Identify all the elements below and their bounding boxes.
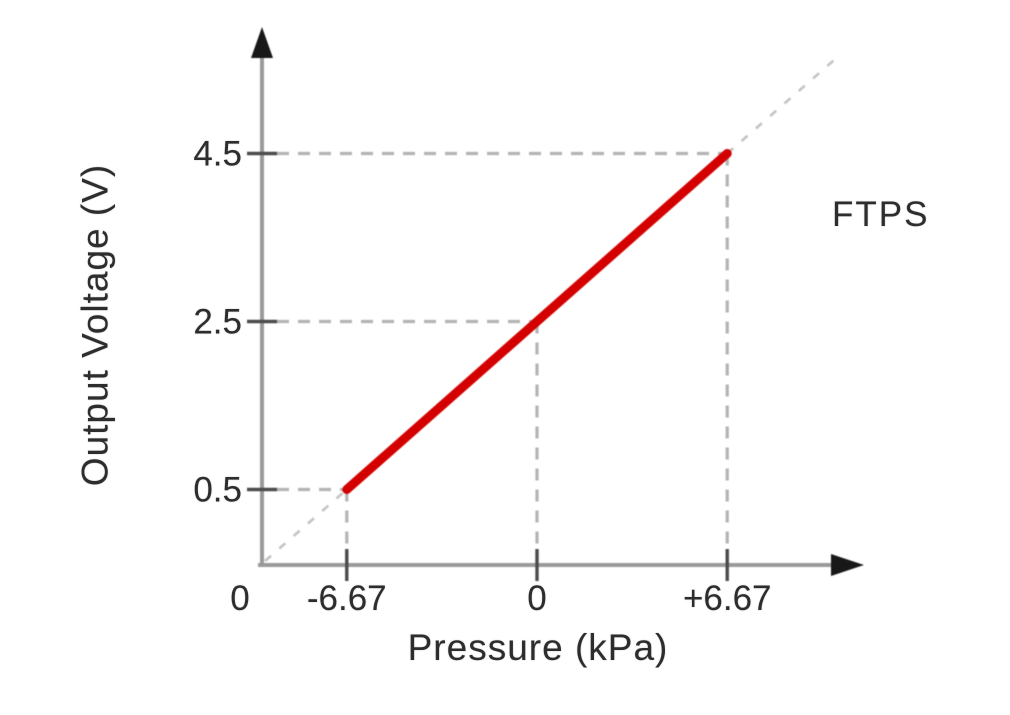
y-tick-label-0-5: 0.5: [193, 470, 242, 509]
y-axis-title: Output Voltage (V): [74, 163, 116, 487]
x-axis-title: Pressure (kPa): [407, 627, 669, 668]
y-tick-label-4-5: 4.5: [193, 134, 242, 173]
y-tick-label-2-5: 2.5: [193, 302, 242, 341]
x-tick-label-pos-6-67: +6.67: [682, 579, 772, 618]
series-annotation-ftps: FTPS: [832, 195, 930, 234]
x-tick-label-neg-6-67: -6.67: [306, 579, 387, 618]
x-tick-label-zero: 0: [527, 579, 547, 618]
origin-tick-label: 0: [230, 579, 250, 618]
